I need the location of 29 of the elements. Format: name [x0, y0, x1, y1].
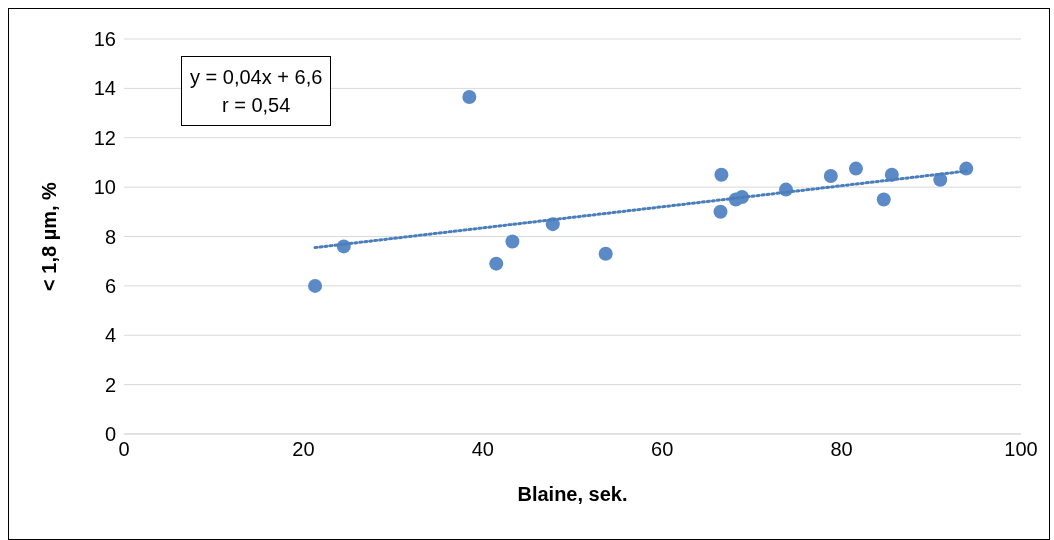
x-tick-label: 40	[471, 438, 494, 461]
point	[462, 90, 477, 105]
annotation: r = 0,54	[220, 93, 292, 118]
x-tick-label: 100	[1004, 438, 1038, 461]
point	[713, 204, 728, 219]
x-tick-label: 60	[651, 438, 674, 461]
x-tick-label: 80	[830, 438, 853, 461]
point	[598, 246, 613, 261]
y-tick-label: 10	[93, 176, 116, 199]
y-tick-label: 8	[104, 225, 116, 248]
y-axis-title: < 1,8 µm, %	[38, 181, 61, 291]
annotation: y = 0,04x + 6,6	[190, 65, 323, 90]
y-tick-label: 2	[104, 373, 116, 396]
x-tick-label: 0	[118, 438, 130, 461]
y-tick-label: 16	[93, 28, 116, 51]
x-tick-label: 20	[292, 438, 315, 461]
y-tick-label: 0	[104, 423, 116, 446]
x-axis-title: Blaine, sek.	[517, 483, 628, 505]
point	[823, 169, 838, 184]
y-tick-label: 6	[104, 274, 116, 297]
y-tick-label: 12	[93, 126, 116, 149]
point	[505, 234, 520, 249]
y-tick-label: 14	[93, 77, 116, 100]
point	[489, 256, 504, 271]
point	[714, 167, 729, 182]
point	[876, 192, 891, 207]
point	[848, 161, 863, 176]
y-tick-label: 4	[104, 324, 116, 347]
point	[308, 278, 323, 293]
